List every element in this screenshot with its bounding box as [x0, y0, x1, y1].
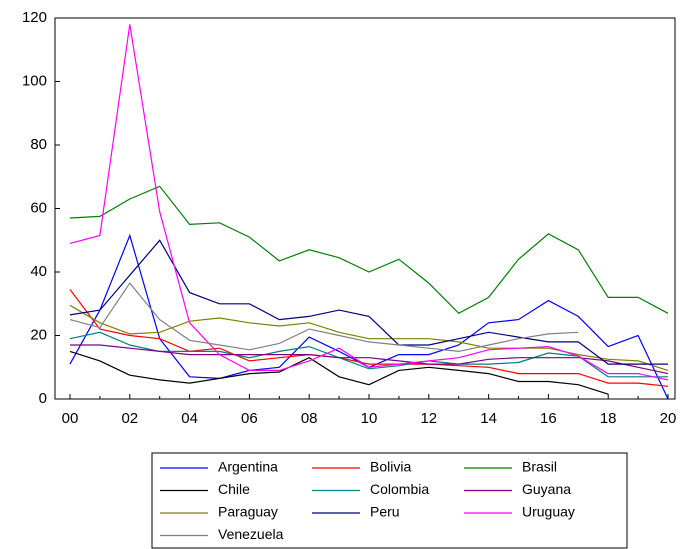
legend-label: Colombia — [370, 481, 429, 497]
y-tick-label: 40 — [30, 263, 47, 280]
legend: Argentina Bolivia Brasil Chile Colombia Guyan… — [160, 459, 575, 542]
legend-label: Venezuela — [218, 526, 284, 542]
y-tick-label: 20 — [30, 326, 47, 343]
plot-frame — [54, 17, 676, 400]
y-tick-label: 0 — [39, 390, 47, 407]
series-line — [69, 239, 668, 365]
x-tick-label: 10 — [361, 410, 378, 427]
legend-label: Chile — [218, 481, 250, 497]
legend-label: Argentina — [218, 459, 278, 475]
y-tick-label: 60 — [30, 199, 47, 216]
x-tick-label: 18 — [600, 410, 617, 427]
y-tick-label: 100 — [22, 72, 47, 89]
y-tick-label: 80 — [30, 136, 47, 153]
x-tick-label: 12 — [420, 410, 437, 427]
series-line — [69, 233, 669, 400]
legend-label: Paraguay — [218, 504, 278, 520]
legend-box — [151, 452, 628, 549]
series-line — [69, 185, 669, 315]
x-tick-label: 06 — [241, 410, 258, 427]
x-tick-label: 00 — [62, 410, 79, 427]
legend-label: Uruguay — [522, 504, 575, 520]
x-tick-label: 04 — [181, 410, 198, 427]
series-line — [70, 344, 669, 375]
x-tick-label: 16 — [540, 410, 557, 427]
series-line — [69, 289, 669, 387]
y-tick-label: 120 — [22, 9, 47, 26]
series-line — [69, 350, 609, 395]
x-tick-label: 20 — [660, 410, 677, 427]
x-tick-label: 14 — [480, 410, 497, 427]
legend-label: Peru — [370, 504, 400, 520]
series-line — [69, 331, 668, 378]
legend-label: Brasil — [522, 459, 557, 475]
series-line — [69, 24, 669, 381]
series-line — [69, 282, 579, 353]
legend-label: Guyana — [522, 481, 571, 497]
legend-label: Bolivia — [370, 459, 411, 475]
x-tick-label: 02 — [121, 410, 138, 427]
x-tick-label: 08 — [301, 410, 318, 427]
